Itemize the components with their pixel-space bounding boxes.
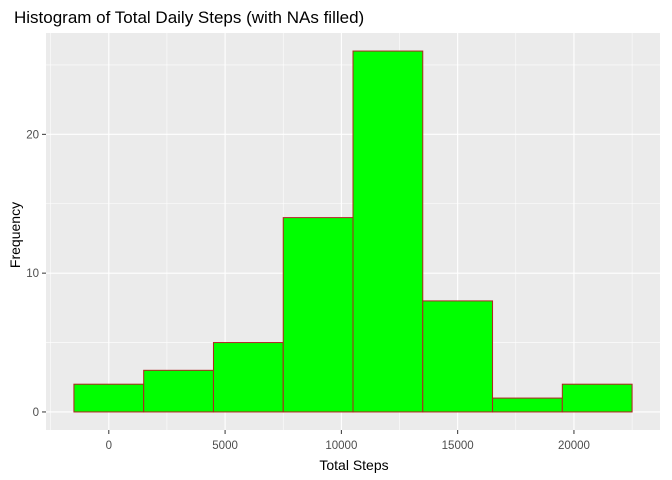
x-axis: 0 5000 10000 15000 20000 [106, 430, 590, 452]
y-tick-label: 0 [33, 407, 39, 419]
histogram-bar [212, 342, 284, 413]
y-tick-label: 10 [26, 268, 39, 280]
y-axis: 0 10 20 [26, 129, 46, 419]
histogram-bars [73, 50, 633, 413]
histogram-bar [492, 397, 563, 413]
x-tick-label: 20000 [558, 440, 590, 452]
plot-panel [46, 33, 660, 430]
histogram-bar [561, 383, 633, 413]
histogram-bar [73, 383, 145, 413]
x-tick-label: 0 [106, 440, 112, 452]
histogram-bar [143, 369, 214, 413]
x-tick-label: 5000 [212, 440, 238, 452]
histogram-bar [422, 300, 494, 413]
histogram-bar [352, 50, 424, 413]
y-axis-title: Frequency [7, 202, 23, 268]
histogram-bar [282, 217, 354, 413]
chart-title: Histogram of Total Daily Steps (with NAs… [14, 8, 364, 27]
y-tick-label: 20 [26, 129, 39, 141]
x-tick-label: 10000 [325, 440, 357, 452]
x-axis-title: Total Steps [319, 457, 388, 473]
x-tick-label: 15000 [442, 440, 474, 452]
